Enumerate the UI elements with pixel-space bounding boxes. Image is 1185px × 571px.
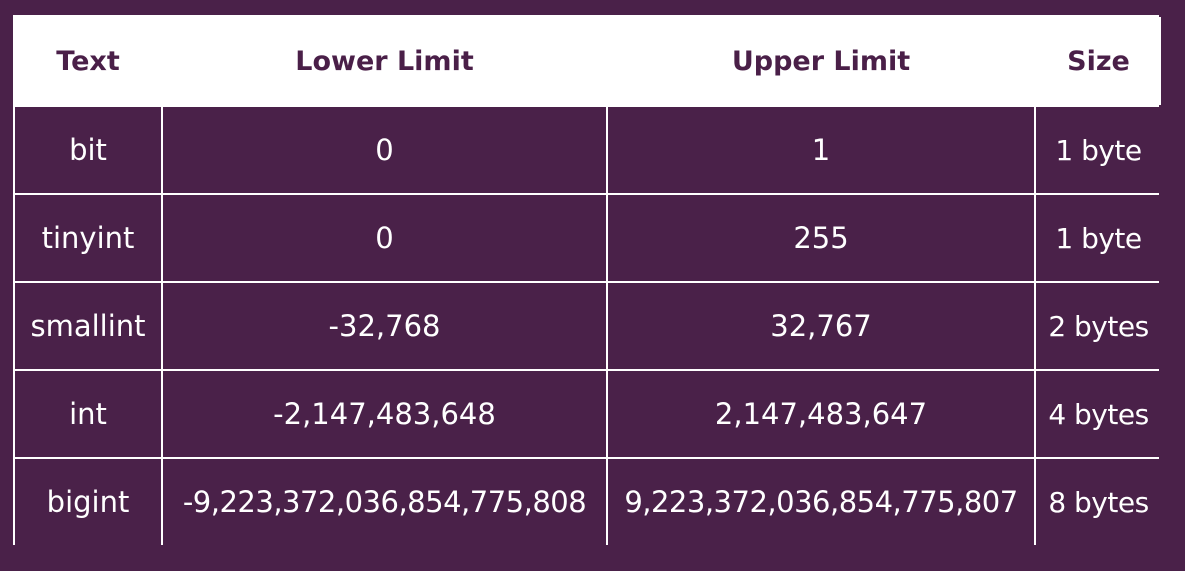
cell-int-lower: -2,147,483,648 [163,371,606,457]
cell-bit-lower: 0 [163,107,606,193]
integer-types-table: Text Lower Limit Upper Limit Size bit 0 … [13,15,1161,545]
cell-smallint-lower: -32,768 [163,283,606,369]
cell-bigint-text: bigint [15,459,161,545]
cell-tinyint-text: tinyint [15,195,161,281]
header-lower-limit: Lower Limit [163,17,606,105]
cell-bigint-upper: 9,223,372,036,854,775,807 [608,459,1034,545]
cell-bigint-size: 8 bytes [1036,459,1161,545]
cell-bigint-lower: -9,223,372,036,854,775,808 [163,459,606,545]
cell-int-size: 4 bytes [1036,371,1161,457]
cell-tinyint-size: 1 byte [1036,195,1161,281]
cell-int-upper: 2,147,483,647 [608,371,1034,457]
header-upper-limit: Upper Limit [608,17,1034,105]
cell-smallint-upper: 32,767 [608,283,1034,369]
cell-bit-text: bit [15,107,161,193]
cell-bit-upper: 1 [608,107,1034,193]
cell-int-text: int [15,371,161,457]
header-size: Size [1036,17,1161,105]
cell-tinyint-upper: 255 [608,195,1034,281]
cell-smallint-text: smallint [15,283,161,369]
cell-bit-size: 1 byte [1036,107,1161,193]
cell-smallint-size: 2 bytes [1036,283,1161,369]
header-text: Text [15,17,161,105]
cell-tinyint-lower: 0 [163,195,606,281]
